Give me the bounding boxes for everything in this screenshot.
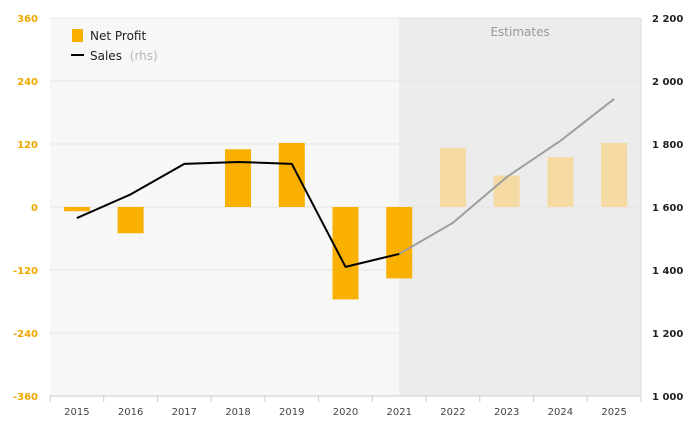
right-tick-label: 1 400 xyxy=(652,266,683,277)
estimates-label: Estimates xyxy=(490,25,549,39)
bar-2018 xyxy=(225,149,252,207)
legend-label-net-profit: Net Profit xyxy=(90,29,146,43)
bar-2022 xyxy=(439,147,466,207)
right-tick-label: 1 600 xyxy=(652,203,683,214)
left-tick-label: 360 xyxy=(17,14,38,25)
bar-2021 xyxy=(386,207,413,279)
left-tick-label: -240 xyxy=(13,329,38,340)
left-tick-label: -120 xyxy=(13,266,38,277)
x-tick-label: 2020 xyxy=(333,407,358,418)
x-tick-label: 2023 xyxy=(494,407,519,418)
legend: Net Profit Sales (rhs) xyxy=(71,29,158,63)
bar-2019 xyxy=(278,142,305,207)
sales-line-estimate xyxy=(398,98,615,255)
legend-swatch-net-profit xyxy=(72,29,83,42)
right-tick-label: 2 200 xyxy=(652,14,683,25)
legend-sales-name: Sales xyxy=(90,49,122,63)
legend-label-sales: Sales (rhs) xyxy=(90,49,158,63)
right-tick-label: 2 000 xyxy=(652,77,683,88)
x-tick-label: 2025 xyxy=(601,407,626,418)
x-tick-label: 2024 xyxy=(548,407,573,418)
x-tick-label: 2015 xyxy=(64,407,89,418)
right-tick-label: 1 200 xyxy=(652,329,683,340)
bar-2020 xyxy=(332,207,359,300)
bar-2024 xyxy=(547,157,574,207)
bars-group xyxy=(63,142,628,300)
right-tick-label: 1 000 xyxy=(652,392,683,403)
x-tick-label: 2016 xyxy=(118,407,143,418)
legend-sales-suffix: (rhs) xyxy=(130,49,158,63)
x-tick-label: 2019 xyxy=(279,407,304,418)
left-tick-label: 240 xyxy=(17,77,38,88)
bar-2016 xyxy=(117,207,144,234)
lines-group xyxy=(76,98,615,268)
right-tick-label: 1 800 xyxy=(652,140,683,151)
x-tick-label: 2021 xyxy=(387,407,412,418)
bar-2015 xyxy=(63,207,90,212)
left-tick-label: -360 xyxy=(13,392,38,403)
left-axis: -360 -240 -120 0 120 240 360 xyxy=(13,14,38,403)
left-tick-label: 0 xyxy=(31,203,38,214)
left-tick-label: 120 xyxy=(17,140,38,151)
x-tick-label: 2022 xyxy=(440,407,465,418)
bar-2025 xyxy=(601,142,628,207)
bar-2023 xyxy=(493,175,520,207)
sales-line-actual xyxy=(76,160,400,268)
x-axis: 2015 2016 2017 2018 2019 2020 2021 2022 2023 2024… xyxy=(49,396,642,418)
right-axis: 1 000 1 200 1 400 1 600 1 800 2 000 2 200 xyxy=(652,14,683,403)
x-tick-label: 2017 xyxy=(172,407,197,418)
x-tick-label: 2018 xyxy=(225,407,250,418)
